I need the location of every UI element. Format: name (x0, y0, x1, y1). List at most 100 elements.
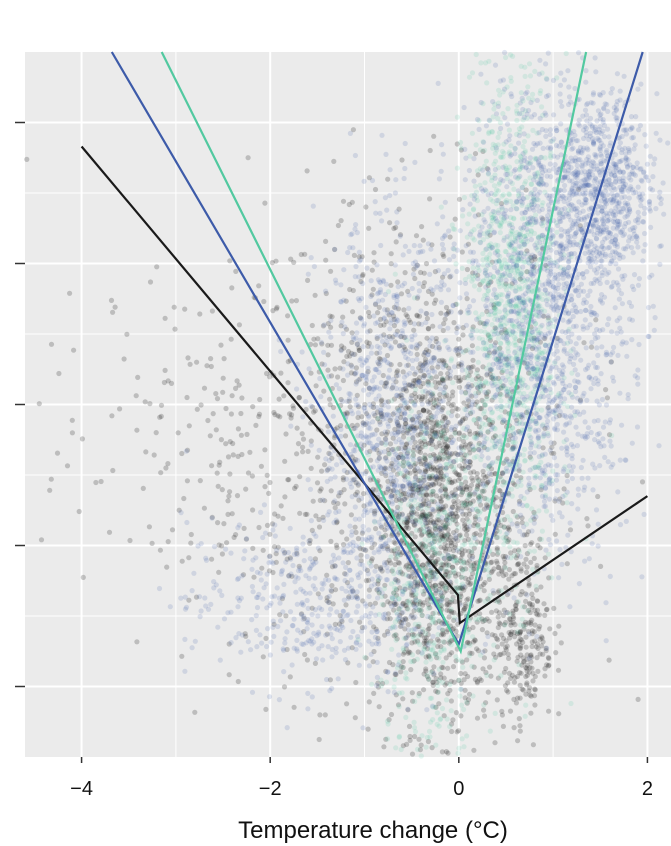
data-point (371, 384, 378, 390)
data-point (482, 617, 488, 624)
data-point (296, 563, 302, 569)
data-point (197, 311, 203, 317)
data-point (368, 344, 375, 350)
data-point (377, 566, 384, 572)
data-point (327, 313, 333, 319)
data-point (438, 470, 444, 476)
data-point (510, 480, 516, 486)
data-point (337, 613, 343, 619)
data-point (522, 543, 528, 549)
data-point (453, 654, 459, 660)
data-point (515, 561, 521, 567)
data-point (465, 383, 471, 389)
data-point (456, 196, 463, 202)
data-point (428, 555, 435, 561)
data-point (502, 327, 508, 333)
data-point (373, 626, 379, 632)
data-point (406, 566, 412, 573)
data-point (420, 493, 426, 499)
data-point (418, 532, 425, 538)
data-point (392, 671, 398, 678)
data-point (419, 612, 425, 618)
data-point (485, 417, 491, 423)
data-point (476, 516, 482, 523)
data-point (430, 323, 436, 329)
data-point (474, 475, 480, 481)
data-point (345, 560, 351, 566)
data-point (436, 550, 443, 556)
scatter-points (24, 49, 671, 759)
data-point (352, 425, 358, 431)
data-point (443, 522, 449, 528)
data-point (442, 486, 448, 493)
data-point (151, 452, 157, 458)
data-point (431, 508, 437, 514)
data-point (397, 612, 403, 618)
data-point (523, 187, 529, 193)
data-point (474, 399, 480, 405)
data-point (427, 434, 433, 440)
data-point (429, 391, 435, 397)
data-point (395, 513, 401, 520)
data-point (308, 403, 314, 409)
data-point (414, 580, 421, 586)
data-point (477, 320, 483, 326)
data-point (443, 749, 449, 755)
data-point (497, 230, 503, 236)
data-point (390, 566, 396, 573)
data-point (409, 393, 415, 399)
data-point (365, 726, 371, 732)
data-point (435, 689, 442, 695)
data-point (492, 349, 498, 355)
data-point (306, 366, 312, 372)
data-point (376, 436, 382, 442)
data-point (478, 432, 484, 438)
data-point (353, 529, 359, 536)
data-point (528, 456, 534, 462)
data-point (395, 559, 401, 566)
data-point (442, 441, 448, 447)
data-point (340, 475, 346, 481)
data-point (368, 563, 374, 569)
data-point (387, 441, 394, 447)
data-point (487, 335, 493, 341)
data-point (432, 430, 438, 436)
data-point (414, 511, 420, 517)
data-point (235, 453, 241, 459)
data-point (417, 341, 423, 347)
data-point (462, 671, 468, 677)
data-point (314, 480, 321, 486)
data-point (362, 654, 368, 660)
data-point (535, 542, 541, 549)
data-point (415, 294, 421, 300)
data-point (513, 303, 519, 309)
data-point (267, 374, 273, 380)
data-point (516, 428, 522, 434)
data-point (205, 417, 211, 424)
data-point (424, 523, 430, 530)
data-point (445, 527, 451, 533)
data-point (478, 60, 484, 66)
data-point (401, 380, 408, 386)
data-point (424, 505, 430, 511)
data-point (411, 321, 418, 327)
data-point (469, 650, 475, 657)
data-point (427, 338, 433, 344)
data-point (370, 659, 376, 665)
data-point (418, 496, 424, 502)
data-point (396, 703, 402, 710)
data-point (415, 638, 421, 644)
data-point (444, 419, 450, 425)
data-point (423, 261, 430, 267)
data-point (399, 483, 405, 489)
data-point (336, 621, 343, 627)
data-point (396, 206, 402, 212)
data-point (443, 465, 449, 471)
data-point (367, 425, 373, 431)
data-point (455, 477, 461, 483)
data-point (412, 402, 418, 408)
data-point (374, 366, 380, 373)
data-point (449, 543, 455, 549)
data-point (245, 155, 251, 161)
